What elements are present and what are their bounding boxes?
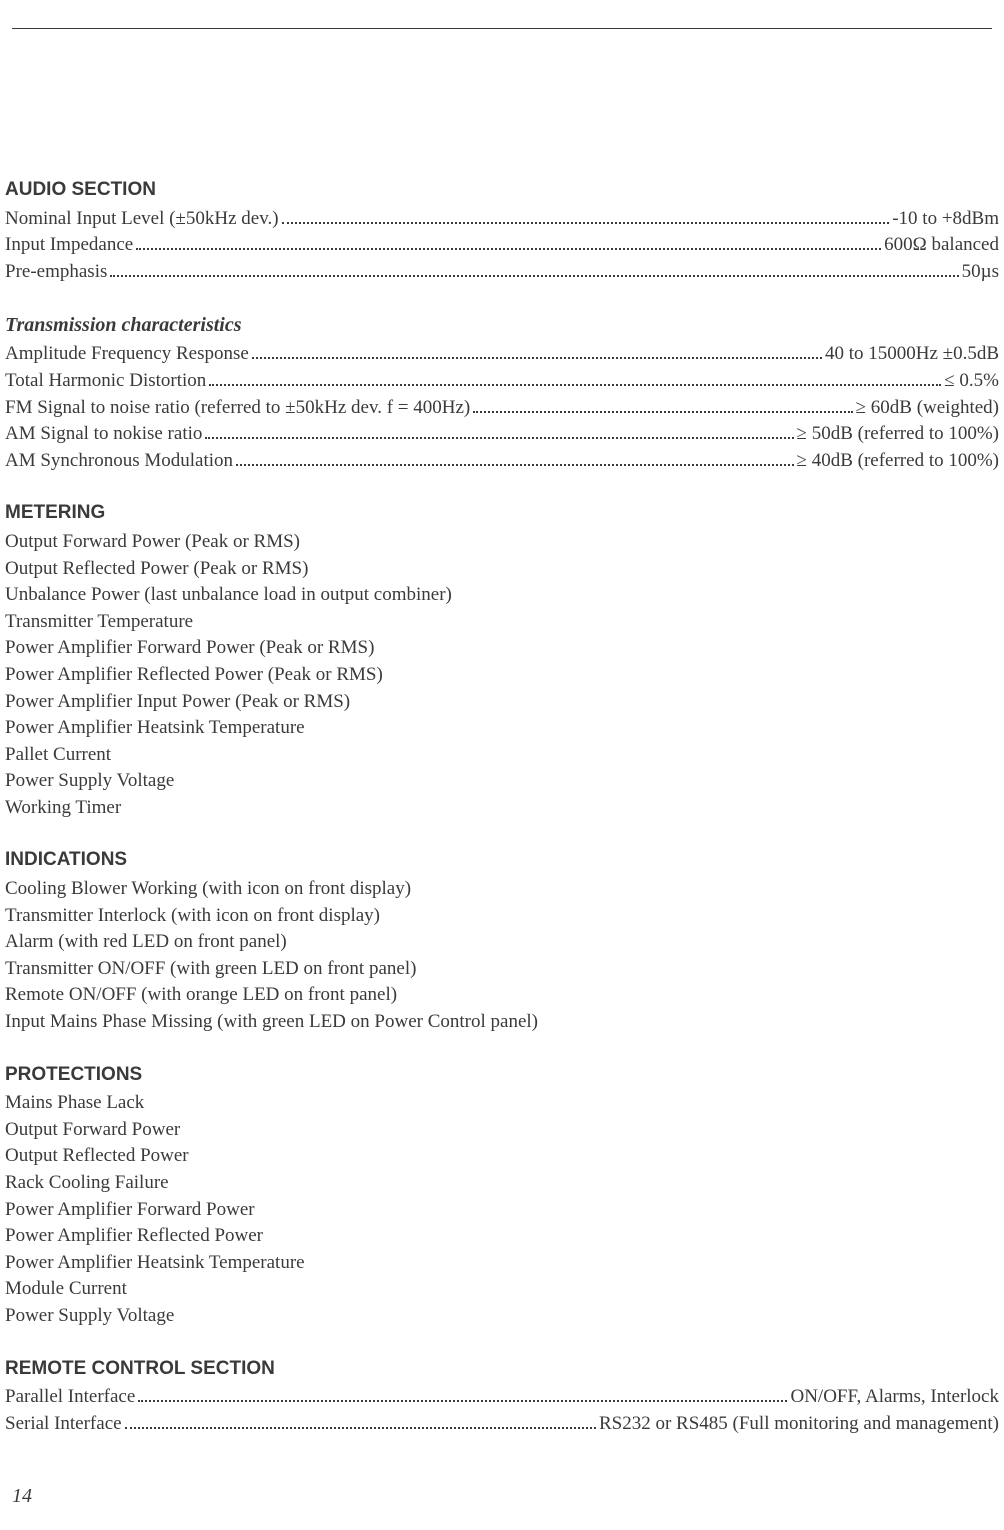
spec-row: FM Signal to noise ratio (referred to ±5… <box>5 395 999 422</box>
list-item: Working Timer <box>5 795 999 822</box>
list-item: Power Supply Voltage <box>5 1303 999 1330</box>
page-number: 14 <box>12 1485 32 1508</box>
list-item: Output Forward Power (Peak or RMS) <box>5 529 999 556</box>
page-content: AUDIO SECTION Nominal Input Level (±50kH… <box>0 29 1004 1437</box>
spec-row: Total Harmonic Distortion ≤ 0.5% <box>5 368 999 395</box>
spec-label: Amplitude Frequency Response <box>5 341 249 368</box>
leader-dots <box>282 207 890 224</box>
spec-row: AM Signal to nokise ratio ≥ 50dB (referr… <box>5 421 999 448</box>
leader-dots <box>236 449 794 466</box>
spec-row: Serial Interface RS232 or RS485 (Full mo… <box>5 1411 999 1438</box>
leader-dots <box>110 260 958 277</box>
list-item: Power Amplifier Input Power (Peak or RMS… <box>5 689 999 716</box>
spec-label: FM Signal to noise ratio (referred to ±5… <box>5 395 470 422</box>
list-item: Power Supply Voltage <box>5 768 999 795</box>
list-item: Power Amplifier Heatsink Temperature <box>5 715 999 742</box>
list-item: Unbalance Power (last unbalance load in … <box>5 582 999 609</box>
spec-label: Total Harmonic Distortion <box>5 368 206 395</box>
leader-dots <box>205 422 793 439</box>
list-item: Output Reflected Power <box>5 1143 999 1170</box>
list-item: Transmitter Temperature <box>5 609 999 636</box>
list-item: Remote ON/OFF (with orange LED on front … <box>5 982 999 1009</box>
spec-row: AM Synchronous Modulation ≥ 40dB (referr… <box>5 448 999 475</box>
list-item: Output Reflected Power (Peak or RMS) <box>5 556 999 583</box>
spec-value: 600Ω balanced <box>884 232 999 259</box>
spec-value: ≥ 40dB (referred to 100%) <box>797 448 999 475</box>
spec-value: ≥ 50dB (referred to 100%) <box>797 421 999 448</box>
list-item: Rack Cooling Failure <box>5 1170 999 1197</box>
spec-label: Pre-emphasis <box>5 259 107 286</box>
transmission-section-title: Transmission characteristics <box>5 311 999 339</box>
list-item: Power Amplifier Forward Power (Peak or R… <box>5 635 999 662</box>
spec-value: ON/OFF, Alarms, Interlock <box>790 1384 999 1411</box>
spec-row: Parallel Interface ON/OFF, Alarms, Inter… <box>5 1384 999 1411</box>
list-item: Alarm (with red LED on front panel) <box>5 929 999 956</box>
list-item: Pallet Current <box>5 742 999 769</box>
list-item: Power Amplifier Forward Power <box>5 1197 999 1224</box>
audio-section: AUDIO SECTION Nominal Input Level (±50kH… <box>0 177 1004 285</box>
spec-value: 40 to 15000Hz ±0.5dB <box>825 341 999 368</box>
list-item: Power Amplifier Reflected Power (Peak or… <box>5 662 999 689</box>
spec-row: Pre-emphasis 50µs <box>5 259 999 286</box>
spec-row: Amplitude Frequency Response 40 to 15000… <box>5 341 999 368</box>
transmission-section: Transmission characteristics Amplitude F… <box>0 311 1004 474</box>
spec-value: ≤ 0.5% <box>944 368 999 395</box>
list-item: Output Forward Power <box>5 1117 999 1144</box>
spec-label: AM Signal to nokise ratio <box>5 421 202 448</box>
spec-label: Serial Interface <box>5 1411 122 1438</box>
remote-section: REMOTE CONTROL SECTION Parallel Interfac… <box>0 1356 1004 1438</box>
spec-row: Input Impedance 600Ω balanced <box>5 232 999 259</box>
leader-dots <box>125 1412 596 1429</box>
spec-label: Nominal Input Level (±50kHz dev.) <box>5 206 279 233</box>
protections-section-title: PROTECTIONS <box>5 1062 999 1089</box>
spec-label: Input Impedance <box>5 232 133 259</box>
protections-section: PROTECTIONS Mains Phase Lack Output Forw… <box>0 1062 1004 1330</box>
list-item: Transmitter ON/OFF (with green LED on fr… <box>5 956 999 983</box>
list-item: Input Mains Phase Missing (with green LE… <box>5 1009 999 1036</box>
spec-value: RS232 or RS485 (Full monitoring and mana… <box>599 1411 999 1438</box>
audio-section-title: AUDIO SECTION <box>5 177 999 204</box>
metering-section-title: METERING <box>5 500 999 527</box>
leader-dots <box>252 342 822 359</box>
indications-section: INDICATIONS Cooling Blower Working (with… <box>0 847 1004 1035</box>
leader-dots <box>138 1385 787 1402</box>
spec-value: ≥ 60dB (weighted) <box>856 395 999 422</box>
spec-value: 50µs <box>962 259 999 286</box>
spec-label: Parallel Interface <box>5 1384 135 1411</box>
spec-value: -10 to +8dBm <box>892 206 999 233</box>
list-item: Cooling Blower Working (with icon on fro… <box>5 876 999 903</box>
indications-section-title: INDICATIONS <box>5 847 999 874</box>
list-item: Power Amplifier Heatsink Temperature <box>5 1250 999 1277</box>
list-item: Transmitter Interlock (with icon on fron… <box>5 903 999 930</box>
metering-section: METERING Output Forward Power (Peak or R… <box>0 500 1004 821</box>
spec-row: Nominal Input Level (±50kHz dev.) -10 to… <box>5 206 999 233</box>
list-item: Power Amplifier Reflected Power <box>5 1223 999 1250</box>
list-item: Module Current <box>5 1276 999 1303</box>
list-item: Mains Phase Lack <box>5 1090 999 1117</box>
remote-section-title: REMOTE CONTROL SECTION <box>5 1356 999 1383</box>
leader-dots <box>209 369 941 386</box>
leader-dots <box>136 233 881 250</box>
leader-dots <box>473 395 852 412</box>
spec-label: AM Synchronous Modulation <box>5 448 233 475</box>
